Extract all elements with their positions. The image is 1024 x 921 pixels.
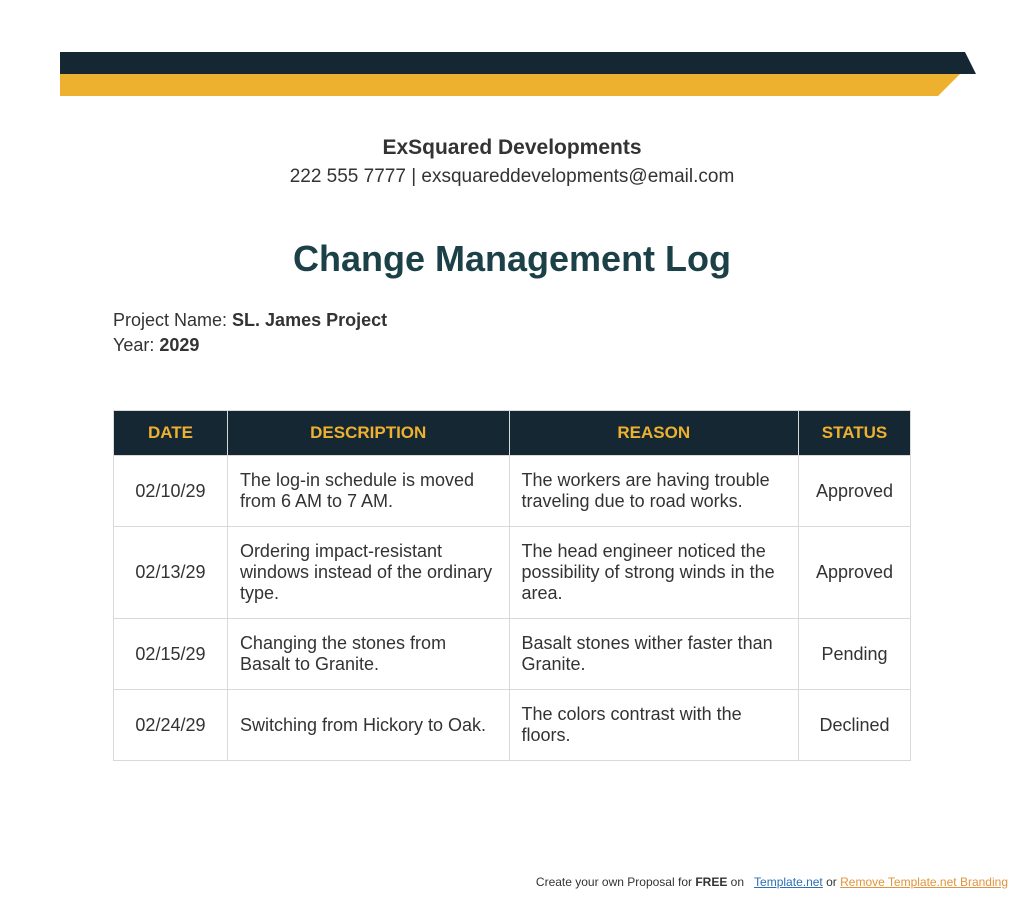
year-row: Year: 2029 [113, 335, 911, 356]
cell-description: Ordering impact-resistant windows instea… [227, 527, 509, 619]
header-banner [60, 52, 965, 96]
cell-reason: The head engineer noticed the possibilit… [509, 527, 798, 619]
footer-lead: Create your own Proposal for [536, 875, 695, 889]
banner-yellow-stripe [60, 74, 938, 96]
change-log-table: DATE DESCRIPTION REASON STATUS 02/10/29 … [113, 410, 911, 761]
page-title: Change Management Log [0, 238, 1024, 280]
cell-date: 02/15/29 [114, 619, 228, 690]
col-header-date: DATE [114, 411, 228, 456]
project-name-value: SL. James Project [232, 310, 387, 330]
cell-description: Changing the stones from Basalt to Grani… [227, 619, 509, 690]
company-block: ExSquared Developments 222 555 7777 | ex… [0, 136, 1024, 188]
cell-date: 02/10/29 [114, 456, 228, 527]
company-contact: 222 555 7777 | exsquareddevelopments@ema… [0, 166, 1024, 188]
project-name-row: Project Name: SL. James Project [113, 310, 911, 331]
footer-on: on [727, 875, 744, 889]
cell-reason: The colors contrast with the floors. [509, 690, 798, 761]
cell-status: Approved [799, 456, 911, 527]
footer-link-remove-branding[interactable]: Remove Template.net Branding [840, 875, 1008, 889]
footer-link-template[interactable]: Template.net [754, 875, 823, 889]
col-header-reason: REASON [509, 411, 798, 456]
project-meta: Project Name: SL. James Project Year: 20… [113, 310, 911, 356]
cell-status: Pending [799, 619, 911, 690]
cell-reason: The workers are having trouble traveling… [509, 456, 798, 527]
cell-status: Approved [799, 527, 911, 619]
banner-dark-stripe [60, 52, 965, 74]
col-header-status: STATUS [799, 411, 911, 456]
project-name-label: Project Name: [113, 310, 232, 330]
table-header-row: DATE DESCRIPTION REASON STATUS [114, 411, 911, 456]
year-label: Year: [113, 335, 159, 355]
footer-or: or [823, 875, 840, 889]
table-row: 02/24/29 Switching from Hickory to Oak. … [114, 690, 911, 761]
cell-date: 02/24/29 [114, 690, 228, 761]
cell-description: The log-in schedule is moved from 6 AM t… [227, 456, 509, 527]
table-row: 02/15/29 Changing the stones from Basalt… [114, 619, 911, 690]
table-row: 02/10/29 The log-in schedule is moved fr… [114, 456, 911, 527]
footer-branding: Create your own Proposal for FREE on Tem… [536, 875, 1008, 889]
footer-free: FREE [695, 875, 727, 889]
cell-status: Declined [799, 690, 911, 761]
cell-description: Switching from Hickory to Oak. [227, 690, 509, 761]
year-value: 2029 [159, 335, 199, 355]
col-header-description: DESCRIPTION [227, 411, 509, 456]
company-name: ExSquared Developments [0, 136, 1024, 160]
cell-reason: Basalt stones wither faster than Granite… [509, 619, 798, 690]
cell-date: 02/13/29 [114, 527, 228, 619]
table-row: 02/13/29 Ordering impact-resistant windo… [114, 527, 911, 619]
